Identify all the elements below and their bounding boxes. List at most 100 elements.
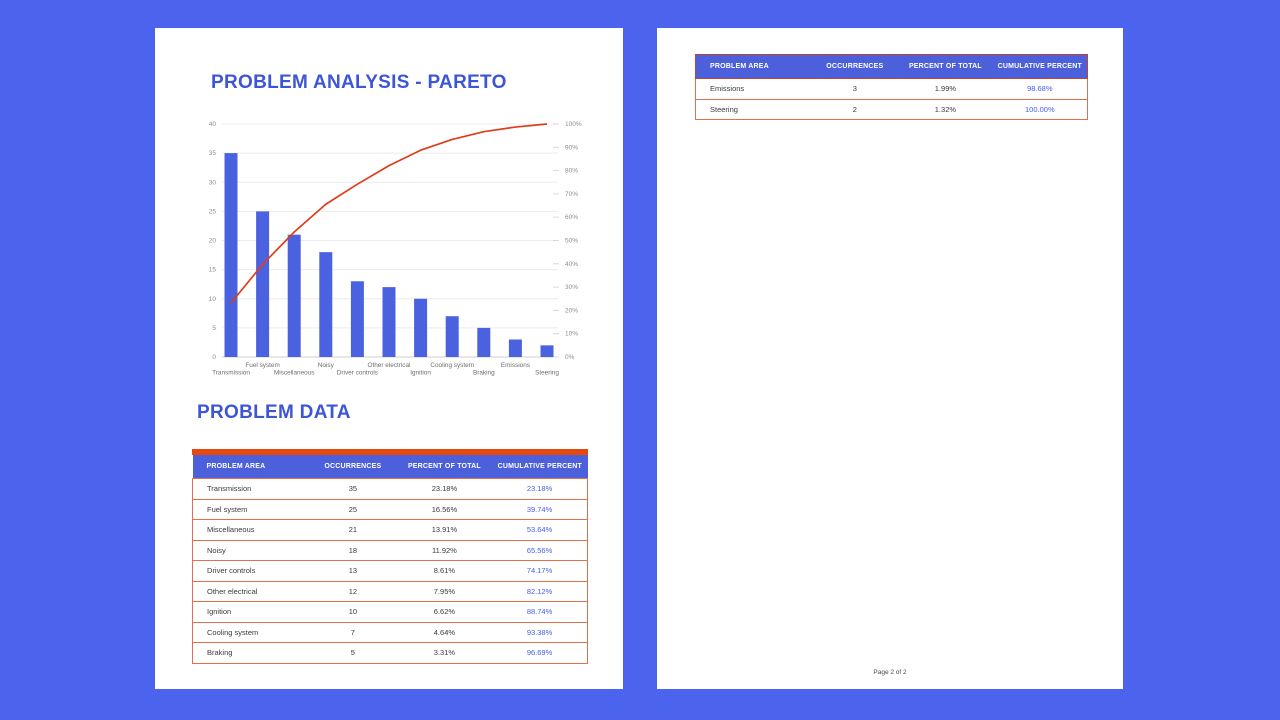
table-cell: 5 [350, 648, 355, 658]
document-page-2: PROBLEM AREA OCCURRENCES PERCENT OF TOTAL C… [657, 28, 1123, 689]
left-axis-tick: 15 [209, 267, 217, 274]
x-axis-label: Ignition [410, 370, 431, 377]
table-cell: 23.18% [526, 484, 553, 494]
x-axis-label: Fuel system [245, 362, 279, 369]
column-header: CUMULATIVE PERCENT [492, 455, 588, 479]
column-header: PROBLEM AREA [695, 54, 812, 79]
left-axis-tick: 40 [209, 121, 217, 128]
column-header: PERCENT OF TOTAL [396, 455, 493, 479]
chart-bar [287, 234, 301, 357]
column-header: OCCURRENCES [309, 455, 397, 479]
table-cell: 82.12% [526, 586, 553, 596]
right-axis-tick: 80% [565, 168, 578, 175]
table-row: Steering 2 1.32% 100.00% [695, 99, 1088, 120]
left-axis-tick: 25 [209, 208, 217, 215]
table-cell: 1.32% [934, 104, 957, 114]
x-axis-label: Noisy [318, 362, 335, 369]
table-row: Cooling system 7 4.64% 93.38% [192, 622, 588, 643]
table-cell: Driver controls [207, 566, 256, 576]
table-cell: Cooling system [207, 627, 259, 637]
chart-bar [477, 327, 491, 357]
table-cell: 88.74% [526, 607, 553, 617]
left-axis-tick: 20 [209, 238, 217, 245]
table-cell: Braking [207, 648, 233, 658]
table-cell: 4.64% [433, 627, 456, 637]
chart-bar [256, 211, 270, 357]
table-cell: 18 [348, 545, 358, 555]
table-cell: Other electrical [207, 586, 258, 596]
right-axis-tick: 40% [565, 261, 578, 268]
table-cell: 53.64% [526, 525, 553, 535]
table-cell: 74.17% [526, 566, 553, 576]
right-axis-tick: 0% [565, 354, 575, 361]
table-row: Emissions 3 1.99% 98.68% [695, 78, 1088, 99]
x-axis-label: Transmission [212, 370, 250, 377]
right-axis-tick: 70% [565, 191, 578, 198]
table-cell: 13.91% [431, 525, 458, 535]
table-cell: 25 [348, 504, 358, 514]
table-cell: 35 [348, 484, 358, 494]
document-page-1: PROBLEM ANALYSIS - PARETO 0 5 10 15 20 25 30 35… [155, 28, 623, 689]
right-axis-tick: 30% [565, 284, 578, 291]
left-axis-tick: 0 [212, 354, 216, 361]
right-axis-tick: 60% [565, 214, 578, 221]
table-cell: 11.92% [431, 545, 457, 555]
table-cell: 98.68% [1027, 84, 1053, 94]
problem-data-table-page2: PROBLEM AREA OCCURRENCES PERCENT OF TOTAL C… [695, 54, 1088, 120]
x-axis-label: Emissions [501, 362, 530, 369]
x-axis-label: Driver controls [337, 370, 378, 377]
table-row: Transmission 35 23.18% 23.18% [192, 478, 588, 499]
table-cell: 3 [852, 84, 857, 94]
x-axis-label: Miscellaneous [274, 370, 315, 377]
problem-data-table-page1: PROBLEM AREA OCCURRENCES PERCENT OF TOTAL C… [192, 455, 588, 664]
table-header-row: PROBLEM AREA OCCURRENCES PERCENT OF TOTAL C… [192, 455, 588, 479]
x-axis-label: Cooling system [430, 362, 474, 369]
column-header: OCCURRENCES [811, 54, 899, 79]
right-axis-tick: 10% [565, 331, 578, 338]
table-cell: 23.18% [431, 484, 458, 494]
table-cell: 16.56% [431, 504, 458, 514]
table-cell: 21 [348, 525, 358, 535]
chart-bar [414, 298, 428, 357]
x-axis-label: Steering [535, 370, 559, 377]
chart-bar [540, 345, 554, 357]
table-cell: Transmission [207, 484, 252, 494]
table-cell: 7.95% [433, 586, 456, 596]
table-cell: 7 [350, 627, 355, 637]
table-cell: 1.99% [934, 84, 957, 94]
column-header: PROBLEM AREA [192, 455, 309, 479]
column-header: CUMULATIVE PERCENT [992, 54, 1088, 79]
table-row: Ignition 10 6.62% 88.74% [192, 601, 588, 622]
table-cell: 65.56% [526, 545, 553, 555]
table-cell: Emissions [710, 84, 745, 94]
pareto-chart: 0 5 10 15 20 25 30 35 40 0% 10% 20% 30% 40% 50% 60% 70% 8… [209, 121, 582, 377]
table-cell: 2 [852, 104, 857, 114]
table-cell: 39.74% [526, 504, 553, 514]
chart-bar [224, 153, 238, 357]
chart-bar [319, 252, 333, 357]
table-cell: Miscellaneous [207, 525, 255, 535]
table-cell: 3.31% [433, 648, 456, 658]
table-cell: Ignition [207, 607, 232, 617]
table-cell: 8.61% [433, 566, 456, 576]
table-cell: 12 [348, 586, 358, 596]
left-axis-tick: 35 [209, 150, 217, 157]
table-cell: 93.38% [526, 627, 553, 637]
table-cell: Noisy [207, 545, 226, 555]
x-axis-label: Braking [473, 370, 495, 377]
chart-bar [382, 287, 396, 357]
table-header-row: PROBLEM AREA OCCURRENCES PERCENT OF TOTAL C… [695, 54, 1088, 79]
problem-data-table-wrap: PROBLEM AREA OCCURRENCES PERCENT OF TOTAL C… [192, 449, 588, 664]
table-cell: Fuel system [207, 504, 248, 514]
table-cell: 13 [348, 566, 358, 576]
table-row: Miscellaneous 21 13.91% 53.64% [192, 519, 588, 540]
table-cell: 100.00% [1025, 104, 1055, 114]
x-axis-label: Other electrical [368, 362, 411, 369]
table-cell: 10 [348, 607, 358, 617]
chart-bar [445, 316, 459, 357]
column-header: PERCENT OF TOTAL [898, 54, 993, 79]
right-axis-tick: 90% [565, 144, 578, 151]
right-axis-tick: 100% [565, 121, 582, 128]
page-number-footer: Page 2 of 2 [873, 669, 907, 676]
